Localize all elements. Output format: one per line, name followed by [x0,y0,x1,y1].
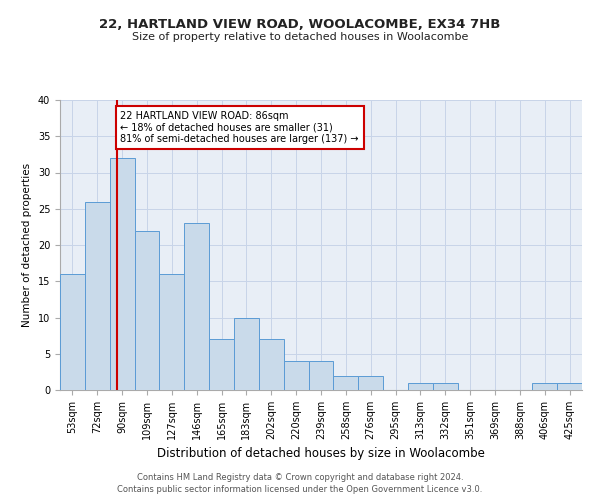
Bar [110,158,134,390]
Text: Contains HM Land Registry data © Crown copyright and database right 2024.: Contains HM Land Registry data © Crown c… [137,472,463,482]
Bar [184,223,209,390]
Bar [160,274,184,390]
Bar [557,383,582,390]
Text: Size of property relative to detached houses in Woolacombe: Size of property relative to detached ho… [132,32,468,42]
Bar [358,376,383,390]
Bar [234,318,259,390]
Bar [284,361,308,390]
Text: 22 HARTLAND VIEW ROAD: 86sqm
← 18% of detached houses are smaller (31)
81% of se: 22 HARTLAND VIEW ROAD: 86sqm ← 18% of de… [121,111,359,144]
Bar [85,202,110,390]
Text: 22, HARTLAND VIEW ROAD, WOOLACOMBE, EX34 7HB: 22, HARTLAND VIEW ROAD, WOOLACOMBE, EX34… [100,18,500,30]
Bar [209,339,234,390]
X-axis label: Distribution of detached houses by size in Woolacombe: Distribution of detached houses by size … [157,448,485,460]
Bar [134,230,160,390]
Bar [334,376,358,390]
Bar [408,383,433,390]
Bar [532,383,557,390]
Bar [308,361,334,390]
Bar [259,339,284,390]
Bar [60,274,85,390]
Y-axis label: Number of detached properties: Number of detached properties [22,163,32,327]
Bar [433,383,458,390]
Text: Contains public sector information licensed under the Open Government Licence v3: Contains public sector information licen… [118,485,482,494]
